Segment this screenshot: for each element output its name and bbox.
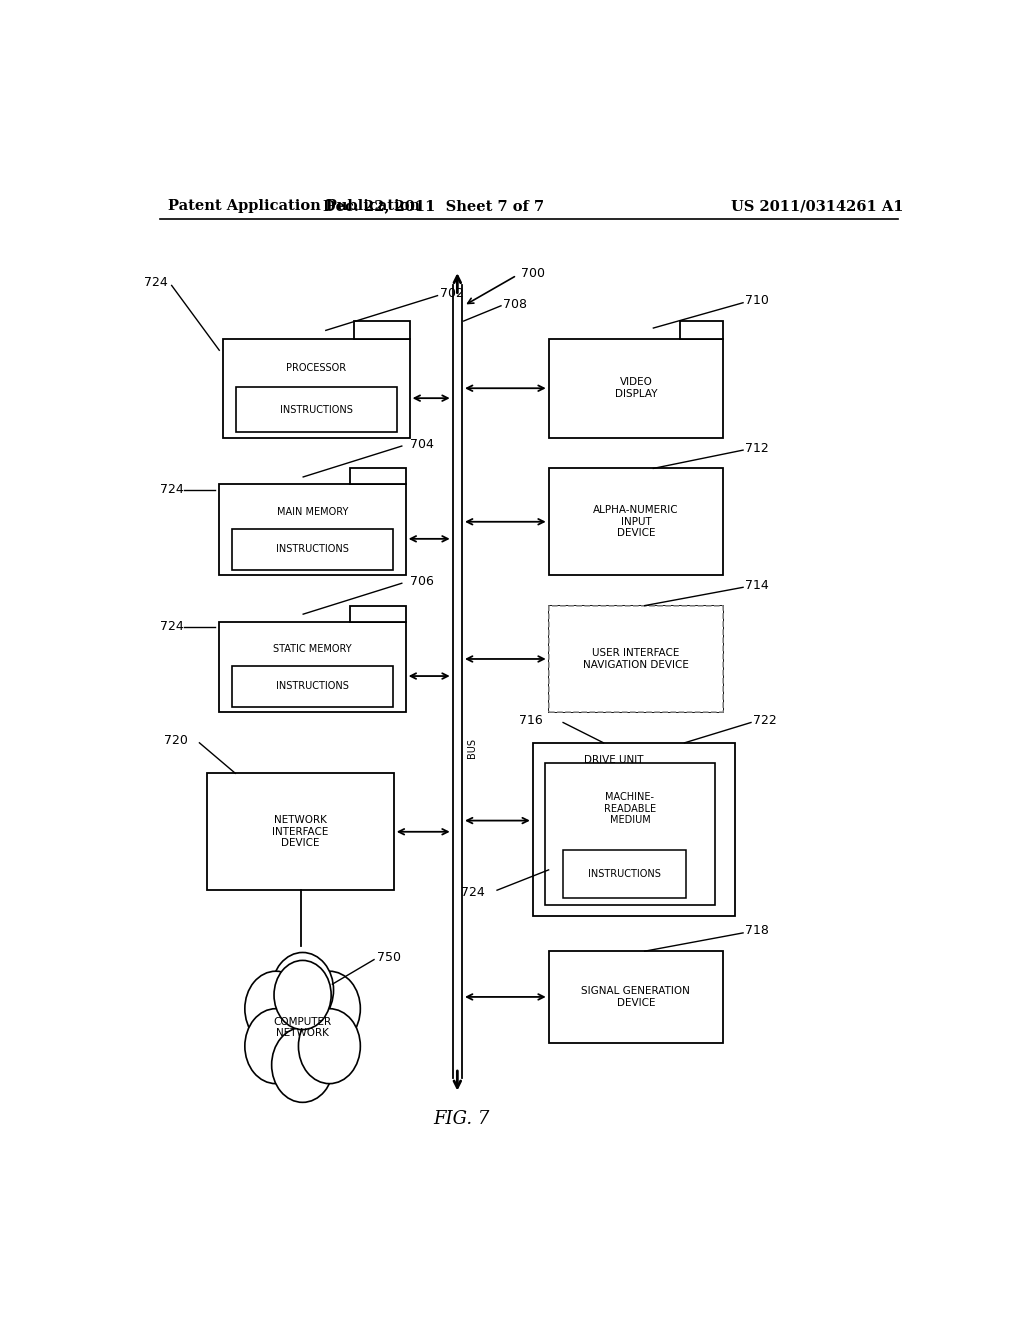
Bar	[549, 469, 723, 576]
Text: BUS: BUS	[467, 738, 477, 758]
Text: 750: 750	[377, 952, 401, 964]
Text: 704: 704	[410, 437, 433, 450]
Text: 700: 700	[521, 267, 545, 280]
Bar	[549, 606, 723, 713]
Text: VIDEO
DISPLAY: VIDEO DISPLAY	[614, 378, 657, 399]
Text: 706: 706	[410, 574, 433, 587]
Text: 710: 710	[745, 294, 769, 308]
Text: MAIN MEMORY: MAIN MEMORY	[276, 507, 348, 516]
Text: 712: 712	[745, 442, 769, 454]
Text: DRIVE UNIT: DRIVE UNIT	[584, 755, 643, 766]
Text: STATIC MEMORY: STATIC MEMORY	[273, 644, 352, 653]
Text: SIGNAL GENERATION
DEVICE: SIGNAL GENERATION DEVICE	[582, 986, 690, 1007]
Bar	[350, 469, 406, 484]
Ellipse shape	[271, 1027, 334, 1102]
Text: 720: 720	[164, 734, 187, 747]
Ellipse shape	[271, 953, 334, 1027]
Bar	[549, 338, 723, 438]
Bar	[207, 774, 394, 890]
Text: COMPUTER
NETWORK: COMPUTER NETWORK	[273, 1016, 332, 1039]
Ellipse shape	[274, 961, 331, 1030]
Bar	[219, 622, 406, 713]
Text: 724: 724	[462, 886, 485, 899]
Text: 724: 724	[160, 483, 183, 496]
Bar	[545, 763, 716, 906]
Text: INSTRUCTIONS: INSTRUCTIONS	[276, 544, 349, 554]
Text: 724: 724	[143, 276, 168, 289]
Text: 724: 724	[160, 620, 183, 634]
Text: 702: 702	[440, 286, 464, 300]
Text: INSTRUCTIONS: INSTRUCTIONS	[276, 681, 349, 692]
Ellipse shape	[245, 972, 307, 1047]
Text: NETWORK
INTERFACE
DEVICE: NETWORK INTERFACE DEVICE	[272, 816, 329, 849]
Ellipse shape	[298, 972, 360, 1047]
Bar	[350, 606, 406, 622]
Ellipse shape	[245, 1008, 307, 1084]
Text: Patent Application Publication: Patent Application Publication	[168, 199, 420, 213]
Text: 708: 708	[504, 298, 527, 312]
Text: 718: 718	[745, 924, 769, 937]
Text: FIG. 7: FIG. 7	[433, 1110, 489, 1127]
Bar	[532, 743, 735, 916]
Text: Dec. 22, 2011  Sheet 7 of 7: Dec. 22, 2011 Sheet 7 of 7	[323, 199, 544, 213]
Ellipse shape	[298, 1008, 360, 1084]
Bar	[549, 952, 723, 1043]
Text: MACHINE-
READABLE
MEDIUM: MACHINE- READABLE MEDIUM	[604, 792, 656, 825]
Text: INSTRUCTIONS: INSTRUCTIONS	[588, 869, 660, 879]
Bar	[232, 667, 393, 708]
Text: ALPHA-NUMERIC
INPUT
DEVICE: ALPHA-NUMERIC INPUT DEVICE	[593, 506, 679, 539]
Bar	[680, 321, 723, 338]
Text: INSTRUCTIONS: INSTRUCTIONS	[280, 405, 353, 414]
Text: 722: 722	[754, 714, 777, 727]
Text: 714: 714	[745, 578, 769, 591]
Bar	[223, 338, 410, 438]
Text: US 2011/0314261 A1: US 2011/0314261 A1	[731, 199, 903, 213]
Text: PROCESSOR: PROCESSOR	[287, 363, 346, 374]
Bar	[563, 850, 686, 899]
Bar	[549, 606, 723, 713]
Text: 716: 716	[519, 714, 543, 727]
Bar	[353, 321, 410, 338]
Bar	[237, 387, 396, 432]
Text: USER INTERFACE
NAVIGATION DEVICE: USER INTERFACE NAVIGATION DEVICE	[583, 648, 689, 669]
Bar	[232, 529, 393, 570]
Bar	[219, 484, 406, 576]
